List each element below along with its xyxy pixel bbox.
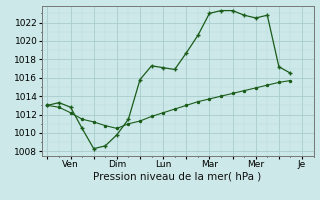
X-axis label: Pression niveau de la mer( hPa ): Pression niveau de la mer( hPa ) bbox=[93, 172, 262, 182]
